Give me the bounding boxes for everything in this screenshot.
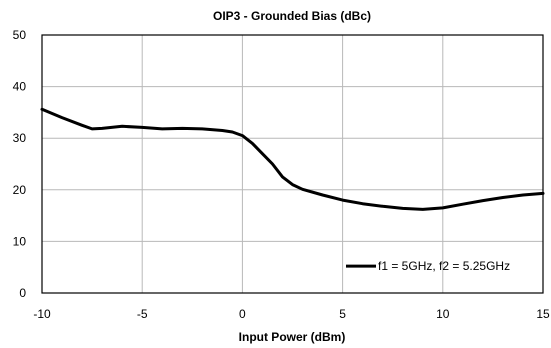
x-axis-tick-labels: -10 -5 0 5 10 15	[33, 307, 550, 321]
legend: f1 = 5GHz, f2 = 5.25GHz	[346, 259, 510, 273]
y-axis-tick-labels: 0 10 20 30 40 50	[13, 28, 27, 300]
series-group	[42, 109, 543, 209]
x-tick-label: 5	[339, 307, 346, 321]
x-tick-label: -5	[137, 307, 148, 321]
y-tick-label: 30	[13, 131, 27, 145]
plot-area-frame	[42, 35, 543, 293]
x-tick-label: 15	[536, 307, 550, 321]
grid-lines	[42, 35, 543, 293]
x-tick-label: 0	[239, 307, 246, 321]
x-tick-label: 10	[436, 307, 450, 321]
series-line	[42, 109, 543, 209]
y-tick-label: 40	[13, 80, 27, 94]
y-tick-label: 50	[13, 28, 27, 42]
y-tick-label: 0	[19, 286, 26, 300]
x-axis-title: Input Power (dBm)	[239, 330, 346, 344]
x-tick-label: -10	[33, 307, 51, 321]
y-tick-label: 10	[13, 234, 27, 248]
chart-title: OIP3 - Grounded Bias (dBc)	[213, 9, 371, 23]
y-tick-label: 20	[13, 183, 27, 197]
legend-label: f1 = 5GHz, f2 = 5.25GHz	[378, 259, 510, 273]
